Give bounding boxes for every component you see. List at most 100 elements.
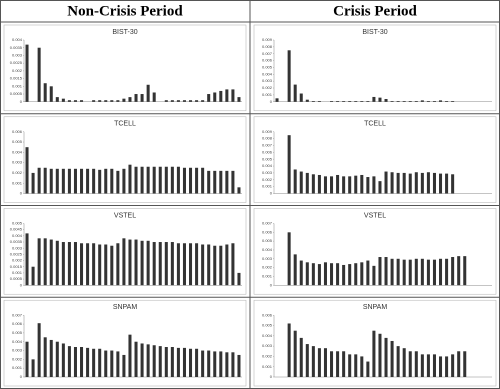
bar bbox=[390, 258, 394, 286]
bar bbox=[408, 173, 412, 194]
bar bbox=[86, 347, 90, 377]
bar bbox=[80, 243, 84, 286]
bar bbox=[402, 172, 406, 194]
bar bbox=[98, 244, 102, 286]
y-tick-label: 0.003 bbox=[12, 348, 23, 353]
bar bbox=[122, 168, 126, 194]
bar bbox=[43, 337, 47, 377]
bar bbox=[31, 266, 35, 286]
bar bbox=[182, 243, 186, 286]
bar bbox=[110, 100, 114, 102]
bar bbox=[86, 168, 90, 194]
bar bbox=[372, 330, 376, 377]
bar bbox=[360, 101, 364, 102]
panel-border bbox=[3, 24, 247, 112]
bar bbox=[67, 100, 71, 102]
bar bbox=[146, 240, 150, 286]
bar bbox=[110, 350, 114, 377]
y-tick-label: 0.004 bbox=[12, 149, 23, 154]
bar bbox=[43, 167, 47, 194]
y-tick-label: 0.003 bbox=[262, 343, 273, 348]
bar bbox=[49, 339, 53, 377]
bar bbox=[414, 351, 418, 377]
bar bbox=[189, 348, 193, 377]
bar bbox=[207, 94, 211, 102]
bar bbox=[213, 170, 217, 194]
bar bbox=[299, 93, 303, 102]
bar bbox=[55, 341, 59, 377]
bar bbox=[439, 356, 443, 377]
bar bbox=[61, 343, 65, 377]
bar bbox=[336, 174, 340, 194]
bar bbox=[451, 174, 455, 194]
bar bbox=[378, 333, 382, 377]
bar bbox=[390, 340, 394, 377]
bar bbox=[98, 100, 102, 102]
bar bbox=[55, 97, 59, 102]
bar bbox=[201, 100, 205, 102]
panel-border bbox=[3, 299, 247, 387]
bar bbox=[426, 101, 430, 102]
panel-border bbox=[253, 116, 497, 203]
bar bbox=[342, 101, 346, 102]
y-tick-label: 0.002 bbox=[262, 265, 273, 270]
bar bbox=[43, 83, 47, 102]
y-tick-label: 0 bbox=[20, 191, 23, 196]
bar bbox=[122, 98, 126, 102]
bar bbox=[414, 172, 418, 194]
bar bbox=[323, 262, 327, 286]
panel-border bbox=[253, 24, 497, 112]
bar bbox=[237, 97, 241, 102]
bar bbox=[378, 97, 382, 102]
bar bbox=[384, 171, 388, 194]
bar bbox=[201, 350, 205, 377]
bar bbox=[299, 260, 303, 286]
y-tick-label: 0.006 bbox=[262, 312, 273, 317]
bar bbox=[128, 334, 132, 377]
bar bbox=[237, 354, 241, 377]
bar bbox=[384, 99, 388, 102]
bar bbox=[140, 166, 144, 194]
bar bbox=[176, 243, 180, 286]
bar bbox=[49, 239, 53, 286]
y-tick-label: 0.0025 bbox=[10, 60, 23, 65]
bar bbox=[146, 344, 150, 377]
bar bbox=[176, 347, 180, 377]
y-tick-label: 0.003 bbox=[12, 245, 23, 250]
y-tick-label: 0.005 bbox=[12, 221, 23, 226]
bar bbox=[451, 354, 455, 377]
y-tick-label: 0.009 bbox=[262, 37, 273, 42]
bar bbox=[354, 101, 358, 102]
bar bbox=[330, 351, 334, 377]
bar bbox=[457, 351, 461, 377]
bar bbox=[420, 100, 424, 102]
chart-title: TCELL bbox=[364, 121, 386, 128]
y-tick-label: 0.001 bbox=[12, 180, 23, 185]
bar bbox=[98, 348, 102, 377]
bar bbox=[219, 90, 223, 102]
bar bbox=[366, 260, 370, 286]
y-tick-label: 0.0035 bbox=[10, 45, 23, 50]
bar bbox=[378, 181, 382, 194]
bar bbox=[73, 168, 77, 194]
bar bbox=[432, 354, 436, 377]
y-tick-label: 0.006 bbox=[262, 149, 273, 154]
bar bbox=[287, 232, 291, 286]
bar bbox=[354, 354, 358, 377]
bar bbox=[396, 346, 400, 377]
bar bbox=[201, 167, 205, 194]
bar bbox=[104, 168, 108, 194]
bar bbox=[360, 262, 364, 286]
bar bbox=[140, 94, 144, 102]
bar bbox=[176, 166, 180, 194]
bar bbox=[445, 356, 449, 377]
panel-border bbox=[253, 299, 497, 387]
bar bbox=[317, 101, 321, 102]
bar bbox=[122, 354, 126, 377]
bar bbox=[128, 164, 132, 194]
chart-title: SNPAM bbox=[113, 304, 138, 311]
bar bbox=[342, 351, 346, 377]
bar bbox=[225, 352, 229, 377]
bar bbox=[305, 99, 309, 102]
y-tick-label: 0.005 bbox=[262, 323, 273, 328]
